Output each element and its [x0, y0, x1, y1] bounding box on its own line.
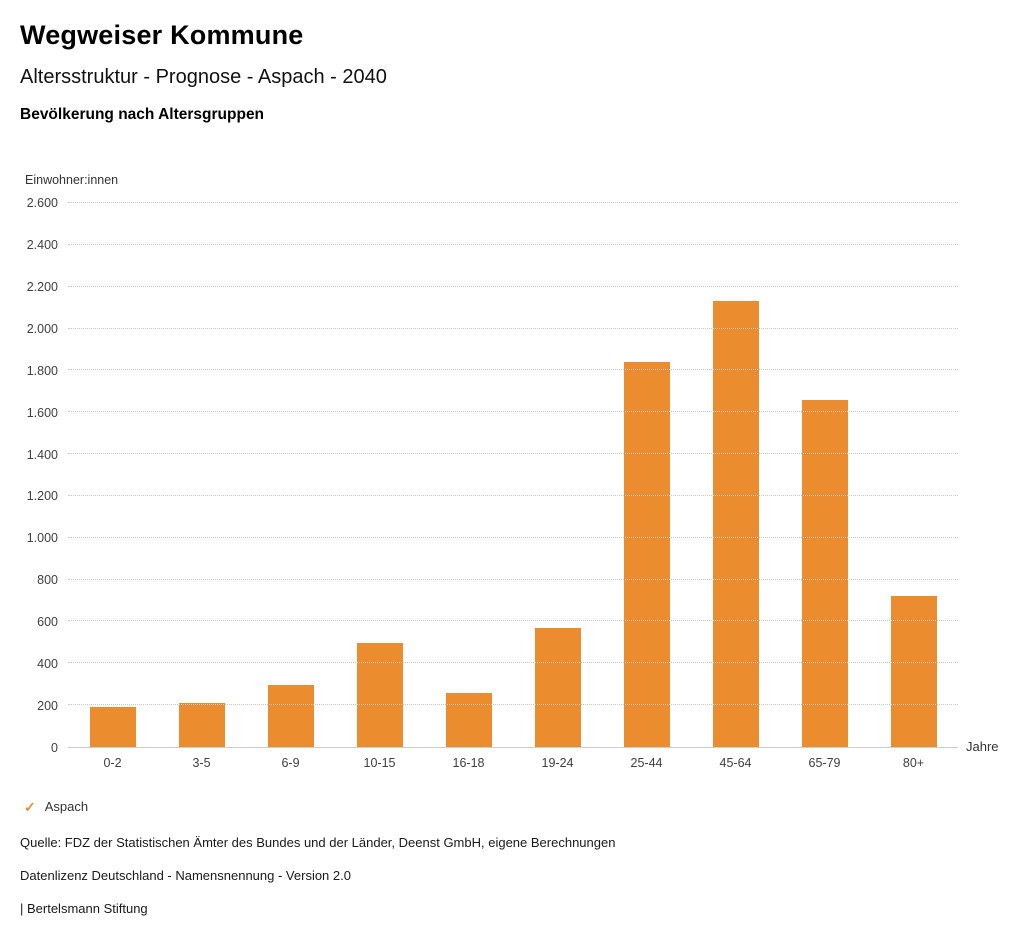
chart-subtitle: Altersstruktur - Prognose - Aspach - 204…	[20, 66, 387, 88]
x-tick-label: 16-18	[452, 756, 485, 770]
gridline	[68, 285, 958, 287]
gridline	[68, 411, 958, 413]
bar-slot	[246, 203, 335, 747]
y-tick-label: 600	[37, 615, 58, 630]
bar-slot	[780, 203, 869, 747]
page-title: Wegweiser Kommune	[20, 20, 304, 50]
bar-slot	[157, 203, 246, 747]
plot-area	[68, 202, 958, 748]
gridline	[68, 327, 958, 329]
bar-slot	[513, 203, 602, 747]
gridline	[68, 494, 958, 496]
legend-item-aspach[interactable]: ✓ Aspach	[24, 799, 88, 814]
y-tick-label: 1.200	[26, 489, 58, 504]
checkmark-icon: ✓	[24, 798, 36, 815]
x-tick-label: 6-9	[281, 756, 300, 770]
gridline	[68, 536, 958, 538]
bars-row	[68, 203, 958, 747]
y-tick-label: 1.600	[26, 405, 58, 420]
bar-80+[interactable]	[890, 596, 937, 747]
legend-label: Aspach	[44, 799, 89, 814]
gridline	[68, 243, 958, 245]
y-tick-label: 1.800	[26, 363, 58, 378]
gridline	[68, 704, 958, 706]
y-tick-label: 2.400	[26, 237, 58, 252]
bar-45-64[interactable]	[712, 301, 759, 747]
bar-slot	[602, 203, 691, 747]
bar-25-44[interactable]	[623, 362, 670, 747]
bar-slot	[68, 203, 157, 747]
bar-10-15[interactable]	[356, 643, 403, 747]
bar-65-79[interactable]	[801, 399, 848, 747]
x-axis-labels: 0-2 3-5 6-9 10-15 16-18 19-24 25-44 45-64 65-79 8…	[68, 748, 958, 778]
bar-slot	[335, 203, 424, 747]
x-tick-label: 19-24	[541, 756, 574, 770]
footer-source: Quelle: FDZ der Statistischen Ämter des …	[20, 835, 616, 850]
bar-slot	[869, 203, 958, 747]
gridline	[68, 369, 958, 371]
x-tick-label: 80+	[902, 756, 925, 770]
y-tick-label: 2.600	[26, 196, 58, 210]
x-tick-label: 65-79	[808, 756, 841, 770]
y-tick-label: 1.400	[26, 447, 58, 462]
x-tick-label: 25-44	[630, 756, 663, 770]
footer-license: Datenlizenz Deutschland - Namensnennung …	[20, 868, 351, 883]
y-tick-label: 800	[37, 573, 58, 588]
x-axis-title: Jahre	[966, 739, 999, 754]
y-tick-label: 0	[51, 741, 58, 755]
x-tick-label: 0-2	[103, 756, 122, 770]
bar-6-9[interactable]	[267, 685, 314, 747]
bar-slot	[691, 203, 780, 747]
y-tick-label: 2.200	[26, 279, 58, 294]
footer-attribution: | Bertelsmann Stiftung	[20, 901, 148, 916]
bar-3-5[interactable]	[178, 703, 225, 747]
bar-16-18[interactable]	[445, 692, 492, 747]
y-tick-label: 200	[37, 699, 58, 714]
y-tick-label: 2.000	[26, 321, 58, 336]
y-tick-label: 400	[37, 657, 58, 672]
bar-19-24[interactable]	[534, 627, 581, 747]
x-tick-label: 45-64	[719, 756, 752, 770]
gridline	[68, 662, 958, 664]
y-axis-labels: 0 200 400 600 800 1.000 1.200 1.400 1.600 1.800 2.…	[20, 196, 64, 755]
gridline	[68, 620, 958, 622]
section-title: Bevölkerung nach Altersgruppen	[20, 106, 265, 123]
x-tick-label: 3-5	[192, 756, 211, 770]
x-tick-label: 10-15	[363, 756, 396, 770]
gridline	[68, 202, 958, 203]
gridline	[68, 453, 958, 455]
gridline	[68, 578, 958, 580]
footer: Quelle: FDZ der Statistischen Ämter des …	[20, 835, 1004, 916]
chart: 0 200 400 600 800 1.000 1.200 1.400 1.600 1.800 2.…	[20, 196, 1004, 778]
y-tick-label: 1.000	[26, 531, 58, 546]
bar-0-2[interactable]	[89, 707, 136, 747]
y-axis-title: Einwohner:innen	[25, 173, 119, 187]
bar-slot	[424, 203, 513, 747]
